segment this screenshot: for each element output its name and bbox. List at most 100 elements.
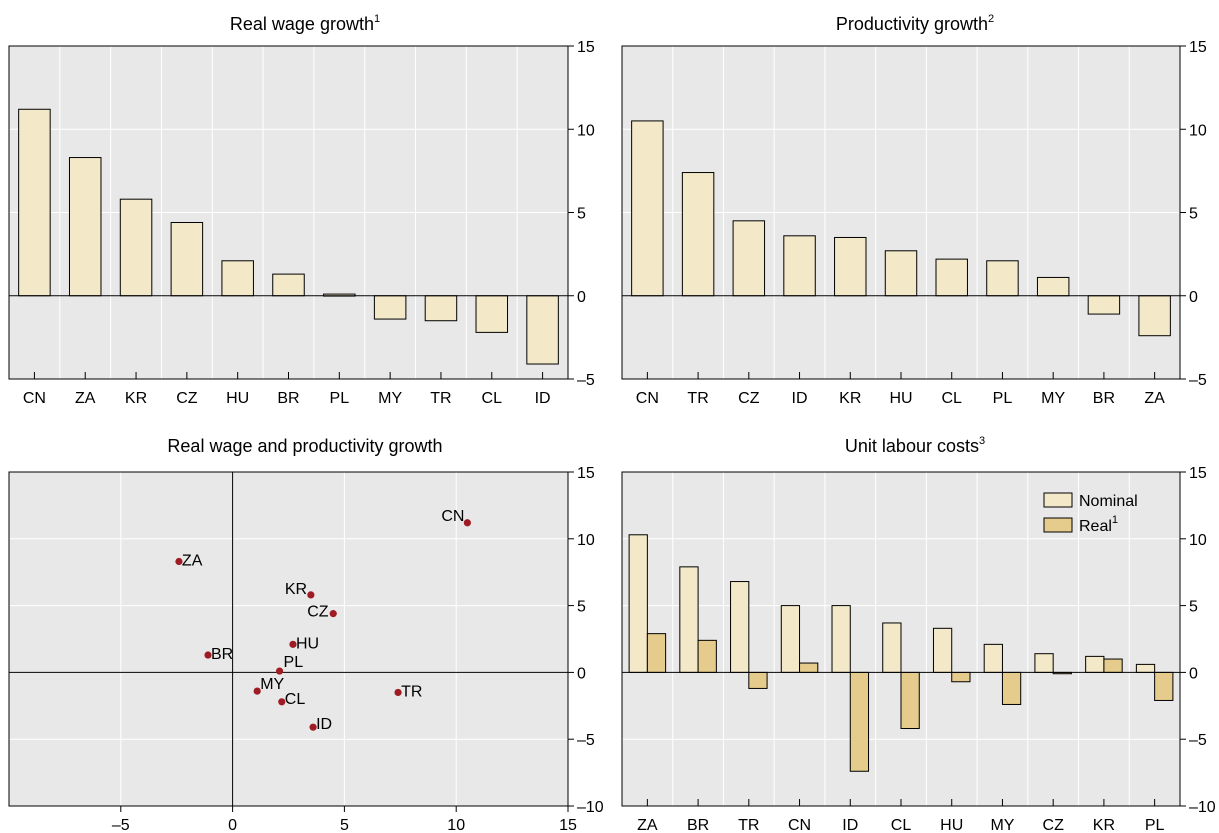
bar-nominal-pl (1135, 663, 1156, 673)
x-tick-label: 15 (559, 817, 577, 833)
point-label-za: ZA (182, 553, 203, 570)
bar-real-za (646, 633, 667, 673)
x-tick-label: ZA (1144, 390, 1165, 407)
bar-br (272, 273, 305, 297)
point-cl (278, 698, 286, 706)
x-tick-label: MY (1041, 390, 1065, 407)
x-tick-label: –5 (112, 817, 130, 833)
bar-real-br (697, 639, 717, 673)
bar-za (68, 157, 102, 297)
plot-frame (8, 45, 569, 380)
bar-real-cn (799, 662, 819, 673)
bar-cn (631, 120, 664, 297)
point-label-id: ID (316, 716, 332, 733)
x-tick-label: KR (125, 390, 147, 407)
ticks (646, 471, 1186, 807)
x-tick-label: 0 (228, 817, 237, 833)
bar-real-pl (1154, 671, 1174, 701)
unit-labour-costs-panel: Unit labour costs3 15 10 5 0 –5 –10 ZA BR TR CN ID… (621, 435, 1216, 833)
bars (622, 534, 1180, 772)
bar-tr (681, 172, 715, 297)
point-my (253, 687, 261, 695)
bar-real-tr (748, 671, 768, 689)
y-tick-label: –10 (1189, 799, 1216, 816)
x-tick-label: TR (430, 390, 451, 407)
bar-real-hu (951, 671, 971, 683)
x-tick-label: CL (942, 390, 963, 407)
bar-cl (475, 295, 509, 333)
x-tick-label: ZA (75, 390, 96, 407)
y-tick-label: –5 (1189, 372, 1207, 389)
x-tick-label: MY (990, 817, 1014, 833)
bar-nominal-cn (780, 605, 801, 673)
point-label-cz: CZ (307, 604, 329, 621)
bar-hu (221, 260, 254, 297)
bar-kr (834, 236, 867, 297)
point-id (309, 723, 317, 731)
y-tick-label: 0 (1189, 289, 1198, 306)
x-tick-label: CN (636, 390, 659, 407)
x-tick-label: HU (226, 390, 249, 407)
legend-swatch-real (1043, 517, 1073, 533)
y-tick-label: –5 (577, 372, 595, 389)
panel-title: Real wage growth1 (230, 13, 380, 34)
y-tick-label: 15 (1189, 39, 1207, 56)
point-hu (289, 640, 297, 648)
bar-real-my (1001, 671, 1022, 705)
y-tick-label: 15 (577, 465, 595, 482)
legend-label-nominal: Nominal (1079, 493, 1138, 510)
y-tick-label: 5 (577, 206, 586, 223)
y-tick-label: 10 (1189, 122, 1207, 139)
x-tick-label: CN (23, 390, 46, 407)
x-tick-label: BR (687, 817, 709, 833)
bars (622, 120, 1180, 337)
bar-za (1138, 295, 1171, 337)
ticks (33, 45, 574, 380)
y-tick-label: 10 (1189, 532, 1207, 549)
bar-cz (732, 220, 766, 297)
bar-nominal-tr (730, 581, 750, 673)
bar-id (783, 235, 816, 297)
tick-labels: 15 10 5 0 –5 CN TR CZ ID KR HU CL PL MY BR ZA (636, 39, 1207, 407)
point-kr (307, 591, 315, 599)
plot-frame (621, 471, 1181, 807)
plot-area (9, 472, 568, 806)
real-wage-growth-panel: Real wage growth1 15 10 5 0 –5 CN ZA KR CZ HU BR PL… (8, 13, 595, 407)
tick-labels: 15 10 5 0 –5 –10 –5 0 5 10 15 (112, 465, 604, 833)
point-label-hu: HU (296, 635, 319, 652)
x-tick-label: 10 (447, 817, 465, 833)
bar-kr (119, 198, 153, 297)
bar-id (526, 295, 559, 365)
bar-cz (170, 221, 204, 297)
y-tick-label: –10 (577, 799, 604, 816)
productivity-growth-panel: Productivity growth2 15 10 5 0 –5 CN TR CZ ID KR H… (621, 13, 1207, 407)
point-cz (329, 610, 337, 618)
point-za (175, 557, 183, 566)
bar-nominal-hu (932, 627, 953, 673)
point-label-tr: TR (401, 683, 422, 700)
x-tick-label: CL (891, 817, 912, 833)
y-tick-label: 5 (577, 599, 586, 616)
point-label-kr: KR (285, 581, 307, 598)
x-tick-label: 5 (340, 817, 349, 833)
bar-nominal-za (628, 534, 648, 673)
x-tick-label: HU (940, 817, 963, 833)
x-tick-label: HU (889, 390, 912, 407)
legend-swatch-nominal (1043, 492, 1073, 508)
panel-title: Productivity growth2 (836, 13, 994, 34)
x-tick-label: CZ (1043, 817, 1065, 833)
y-tick-label: –5 (577, 732, 595, 749)
x-tick-label: CN (788, 817, 811, 833)
point-tr (394, 688, 402, 697)
legend-label-real: Real1 (1079, 514, 1118, 535)
bar-nominal-kr (1085, 655, 1105, 673)
bar-nominal-id (831, 605, 851, 673)
bar-nominal-br (679, 566, 699, 673)
point-label-cn: CN (441, 508, 464, 525)
y-tick-label: 0 (577, 289, 586, 306)
x-tick-label: ID (535, 390, 551, 407)
bar-br (1087, 295, 1121, 315)
bar-cl (935, 258, 968, 297)
